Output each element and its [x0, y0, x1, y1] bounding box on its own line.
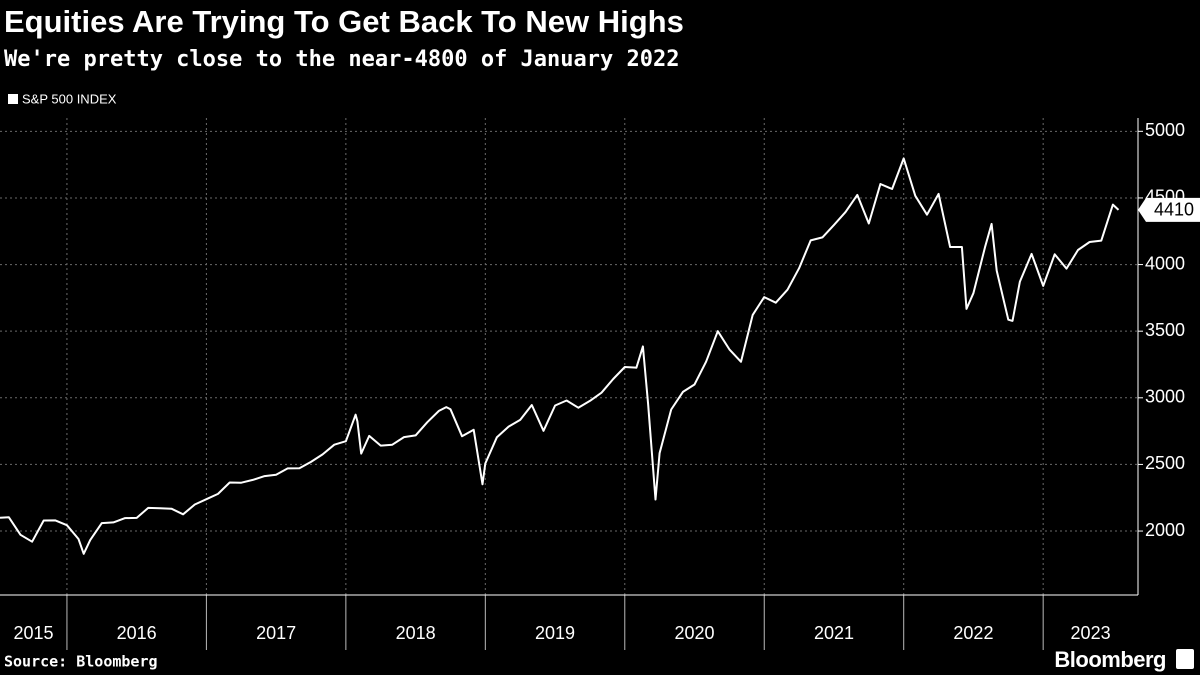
- x-tick-label: 2021: [814, 623, 854, 643]
- y-tick-label: 3500: [1145, 320, 1185, 340]
- brand-icon: [1176, 649, 1194, 669]
- y-tick-label: 2500: [1145, 453, 1185, 473]
- line-series: [0, 157, 1120, 555]
- chart-title: Equities Are Trying To Get Back To New H…: [4, 4, 684, 39]
- last-value-label: 4410: [1154, 200, 1194, 220]
- y-tick-label: 5000: [1145, 120, 1185, 140]
- last-value-tag: [1138, 197, 1200, 222]
- x-tick-label: 2016: [117, 623, 157, 643]
- x-tick-label: 2018: [396, 623, 436, 643]
- legend-label: S&P 500 INDEX: [22, 91, 117, 106]
- x-tick-label: 2017: [256, 623, 296, 643]
- x-tick-label: 2019: [535, 623, 575, 643]
- brand-logo: Bloomberg: [1054, 647, 1166, 672]
- legend-swatch: [8, 94, 18, 104]
- y-tick-label: 2000: [1145, 520, 1185, 540]
- y-tick-label: 4000: [1145, 253, 1185, 273]
- y-tick-label: 3000: [1145, 387, 1185, 407]
- x-tick-label: 2015: [13, 623, 53, 643]
- chart-subtitle: We're pretty close to the near-4800 of J…: [4, 47, 680, 72]
- source: Source: Bloomberg: [4, 653, 158, 671]
- x-tick-label: 2020: [674, 623, 714, 643]
- x-tick-label: 2022: [953, 623, 993, 643]
- x-tick-label: 2023: [1071, 623, 1111, 643]
